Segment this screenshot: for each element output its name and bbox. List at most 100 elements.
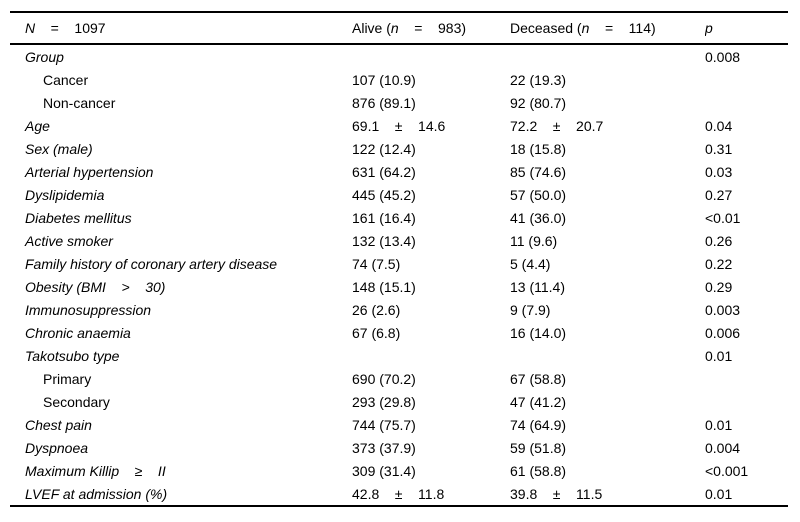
header-p-value: p — [705, 11, 788, 45]
row-label: Diabetes mellitus — [25, 209, 132, 226]
row-label: Chronic anaemia — [25, 324, 131, 341]
row-label: Group — [25, 48, 64, 65]
table-row: Diabetes mellitus 161 (16.4) 41 (36.0) <… — [10, 206, 788, 229]
table-row: Primary 690 (70.2) 67 (58.8) — [10, 367, 788, 390]
p-value: 0.04 — [705, 117, 733, 134]
table-row: Dyspnoea 373 (37.9) 59 (51.8) 0.004 — [10, 436, 788, 459]
row-label: Maximum Killip ≥ II — [25, 462, 166, 479]
table-row: Arterial hypertension 631 (64.2) 85 (74.… — [10, 160, 788, 183]
row-label: LVEF at admission (%) — [10, 482, 352, 507]
header-n-symbol: N — [25, 20, 36, 36]
p-value — [705, 390, 788, 413]
alive-value: 373 (37.9) — [352, 439, 416, 456]
p-value: 0.01 — [705, 347, 733, 364]
deceased-value: 85 (74.6) — [510, 163, 567, 180]
p-value: 0.26 — [705, 232, 733, 249]
p-value: 0.31 — [705, 140, 733, 157]
deceased-value: 13 (11.4) — [510, 278, 565, 295]
header-alive: Alive (n = 983) — [352, 11, 510, 45]
table-header: N = 1097 Alive (n = 983) Deceased (n = 1… — [10, 11, 788, 45]
alive-value: 67 (6.8) — [352, 324, 401, 341]
deceased-value — [510, 344, 705, 367]
table-row: Non-cancer 876 (89.1) 92 (80.7) — [10, 91, 788, 114]
alive-value — [352, 44, 510, 68]
p-value: 0.01 — [705, 416, 733, 433]
p-value: 0.008 — [705, 48, 741, 65]
row-label: Primary — [43, 370, 92, 387]
row-label: Age — [25, 117, 50, 134]
row-label: Chest pain — [25, 416, 92, 433]
row-label: Dyslipidemia — [25, 186, 105, 203]
header-total-n: N = 1097 — [10, 11, 352, 45]
header-alive-n-value: = 983) — [398, 20, 467, 36]
table-row: Sex (male) 122 (12.4) 18 (15.8) 0.31 — [10, 137, 788, 160]
deceased-value: 18 (15.8) — [510, 140, 567, 157]
row-label: Active smoker — [25, 232, 113, 249]
alive-value: 161 (16.4) — [352, 209, 416, 226]
p-value: 0.29 — [705, 278, 733, 295]
row-label: Non-cancer — [43, 94, 116, 111]
table-row: Maximum Killip ≥ II 309 (31.4) 61 (58.8)… — [10, 459, 788, 482]
table-row: Dyslipidemia 445 (45.2) 57 (50.0) 0.27 — [10, 183, 788, 206]
patient-characteristics-table: N = 1097 Alive (n = 983) Deceased (n = 1… — [10, 11, 788, 507]
alive-value: 107 (10.9) — [352, 71, 416, 88]
table-row: Chest pain 744 (75.7) 74 (64.9) 0.01 — [10, 413, 788, 436]
p-value: 0.003 — [705, 301, 741, 318]
row-label: Immunosuppression — [25, 301, 152, 318]
alive-value: 309 (31.4) — [352, 462, 416, 479]
deceased-value: 39.8 ± 11.5 — [510, 482, 705, 507]
deceased-value: 47 (41.2) — [510, 393, 567, 410]
header-p-symbol: p — [705, 20, 713, 36]
row-label: Secondary — [43, 393, 110, 410]
table-row: Secondary 293 (29.8) 47 (41.2) — [10, 390, 788, 413]
table-row: Takotsubo type 0.01 — [10, 344, 788, 367]
p-value — [705, 367, 788, 390]
header-n-value: = 1097 — [35, 20, 106, 36]
p-value: 0.27 — [705, 186, 733, 203]
p-value: 0.22 — [705, 255, 733, 272]
table-row: Active smoker 132 (13.4) 11 (9.6) 0.26 — [10, 229, 788, 252]
table-row: Family history of coronary artery diseas… — [10, 252, 788, 275]
header-deceased-n-symbol: n — [581, 20, 590, 36]
row-label: Sex (male) — [25, 140, 93, 157]
p-value: 0.01 — [705, 482, 788, 507]
deceased-value: 59 (51.8) — [510, 439, 567, 456]
header-deceased-n-value: = 114) — [589, 20, 656, 36]
alive-value: 132 (13.4) — [352, 232, 416, 249]
alive-value: 148 (15.1) — [352, 278, 416, 295]
row-label: Takotsubo type — [25, 347, 120, 364]
table-row: Chronic anaemia 67 (6.8) 16 (14.0) 0.006 — [10, 321, 788, 344]
table-row: Age 69.1 ± 14.6 72.2 ± 20.7 0.04 — [10, 114, 788, 137]
row-label: Dyspnoea — [25, 439, 89, 456]
deceased-value: 11 (9.6) — [510, 232, 558, 249]
alive-value: 876 (89.1) — [352, 94, 416, 111]
table-row: Group 0.008 — [10, 44, 788, 68]
deceased-value: 22 (19.3) — [510, 71, 567, 88]
deceased-value: 74 (64.9) — [510, 416, 567, 433]
alive-value: 122 (12.4) — [352, 140, 416, 157]
alive-value: 293 (29.8) — [352, 393, 416, 410]
deceased-value: 16 (14.0) — [510, 324, 567, 341]
header-deceased-prefix: Deceased ( — [510, 20, 582, 36]
p-value — [705, 91, 788, 114]
header-deceased: Deceased (n = 114) — [510, 11, 705, 45]
p-value — [705, 68, 788, 91]
table-row: Obesity (BMI > 30) 148 (15.1) 13 (11.4) … — [10, 275, 788, 298]
deceased-value: 72.2 ± 20.7 — [510, 117, 604, 134]
p-value: 0.004 — [705, 439, 741, 456]
alive-value: 690 (70.2) — [352, 370, 416, 387]
deceased-value: 61 (58.8) — [510, 462, 567, 479]
header-alive-n-symbol: n — [390, 20, 399, 36]
table-row: Immunosuppression 26 (2.6) 9 (7.9) 0.003 — [10, 298, 788, 321]
p-value: <0.001 — [705, 462, 749, 479]
deceased-value: 9 (7.9) — [510, 301, 551, 318]
alive-value: 69.1 ± 14.6 — [352, 117, 446, 134]
alive-value: 42.8 ± 11.8 — [352, 482, 510, 507]
table-row: LVEF at admission (%) 42.8 ± 11.8 39.8 ±… — [10, 482, 788, 507]
deceased-value: 57 (50.0) — [510, 186, 567, 203]
header-row: N = 1097 Alive (n = 983) Deceased (n = 1… — [10, 11, 788, 45]
row-label: Arterial hypertension — [25, 163, 154, 180]
alive-value — [352, 344, 510, 367]
p-value: <0.01 — [705, 209, 741, 226]
